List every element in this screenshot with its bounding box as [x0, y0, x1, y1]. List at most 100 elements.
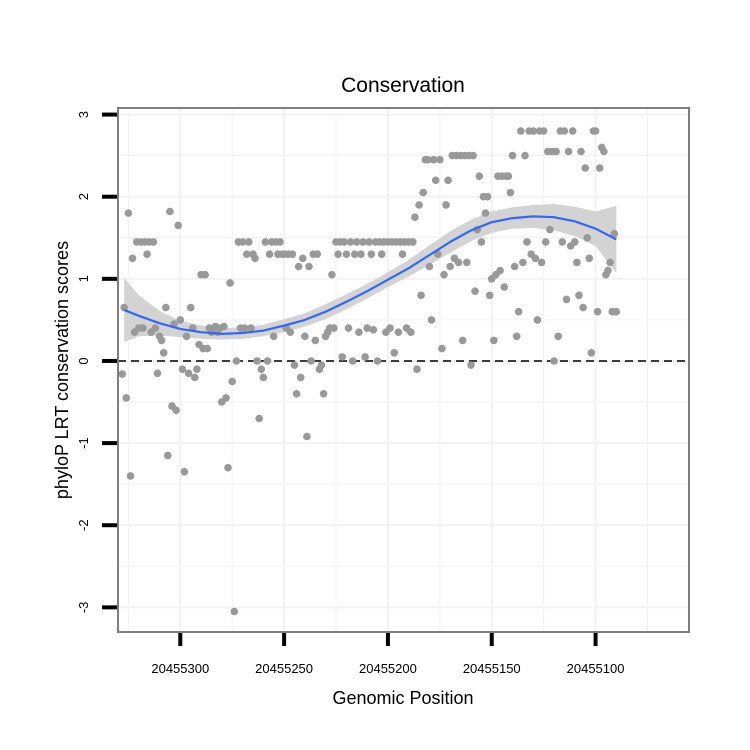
data-point — [593, 307, 602, 316]
data-point — [606, 258, 614, 267]
plot-frame — [117, 107, 690, 633]
data-point — [440, 270, 448, 279]
data-point — [276, 238, 284, 246]
data-point — [575, 291, 583, 300]
data-point — [367, 250, 376, 258]
data-point — [166, 207, 174, 216]
data-point — [305, 262, 313, 271]
data-point — [317, 361, 326, 369]
data-point — [531, 254, 540, 263]
data-point — [583, 234, 592, 242]
data-point — [446, 262, 455, 271]
data-point — [126, 472, 135, 480]
y-tick-label: -3 — [76, 602, 91, 614]
data-point — [288, 250, 297, 258]
data-point — [361, 353, 369, 361]
data-point — [434, 250, 442, 258]
y-axis-label: phyloP LRT conservation scores — [52, 241, 72, 499]
data-point — [500, 283, 509, 291]
data-point — [373, 357, 382, 365]
data-point — [431, 176, 440, 185]
data-point — [178, 365, 187, 374]
data-point — [313, 250, 322, 258]
data-point — [342, 250, 351, 258]
data-point — [330, 324, 338, 332]
data-point — [162, 303, 170, 312]
data-point — [413, 365, 421, 374]
data-point — [595, 164, 604, 172]
smooth-line — [123, 215, 617, 335]
data-point — [251, 254, 259, 263]
data-point — [369, 326, 378, 334]
data-point — [245, 238, 253, 246]
data-point — [159, 349, 168, 357]
data-point — [541, 238, 550, 246]
data-point — [348, 357, 357, 365]
data-point — [409, 238, 417, 246]
data-point — [521, 151, 529, 160]
confidence-band-area — [124, 204, 617, 343]
data-point — [294, 262, 303, 271]
data-point — [558, 238, 567, 246]
data-point — [377, 250, 386, 258]
data-point — [157, 336, 166, 345]
data-point — [261, 238, 270, 246]
data-point — [573, 258, 581, 267]
data-point — [517, 127, 525, 135]
x-axis-label: Genomic Position — [332, 688, 473, 708]
data-point — [350, 250, 359, 258]
data-point — [564, 147, 573, 156]
data-point — [485, 291, 494, 300]
data-point — [604, 266, 612, 275]
y-tick-label: -2 — [76, 519, 91, 531]
data-point — [571, 238, 579, 246]
data-point — [242, 250, 251, 258]
data-point — [519, 258, 527, 267]
data-point — [394, 328, 403, 337]
data-point — [290, 361, 299, 369]
data-point — [363, 324, 372, 332]
data-point — [334, 250, 342, 258]
smooth-fit — [123, 215, 617, 335]
data-point — [475, 172, 484, 180]
data-point — [481, 209, 490, 217]
y-tick-label: -1 — [76, 437, 91, 449]
data-point — [504, 172, 513, 180]
data-point — [546, 225, 554, 234]
data-point — [552, 147, 560, 156]
data-point — [232, 357, 241, 365]
data-point — [346, 238, 355, 246]
data-point — [172, 406, 180, 415]
data-point — [390, 349, 399, 357]
data-point — [427, 316, 436, 324]
data-point — [122, 394, 131, 402]
x-tick-label: 20455150 — [463, 661, 521, 676]
data-point — [164, 451, 172, 460]
data-point — [201, 270, 209, 279]
data-point — [299, 254, 307, 263]
data-point — [419, 188, 428, 197]
data-point — [539, 127, 548, 135]
data-point — [357, 250, 365, 258]
data-point — [340, 238, 349, 246]
data-point — [193, 365, 201, 374]
data-point — [600, 147, 608, 156]
data-point — [292, 390, 301, 398]
data-point — [230, 607, 239, 616]
y-tick-label: 0 — [76, 357, 91, 364]
data-point — [423, 155, 432, 164]
data-point — [365, 238, 374, 246]
x-tick-label: 20455200 — [359, 661, 417, 676]
data-point — [124, 209, 133, 217]
data-point — [263, 357, 272, 365]
data-point — [577, 147, 585, 156]
x-tick-label: 20455300 — [151, 661, 209, 676]
data-point — [120, 303, 128, 312]
data-point — [143, 250, 151, 258]
data-point — [411, 213, 419, 221]
data-point — [247, 324, 255, 332]
data-point — [506, 188, 515, 197]
data-point — [228, 377, 236, 386]
y-tick-label: 1 — [76, 275, 91, 282]
